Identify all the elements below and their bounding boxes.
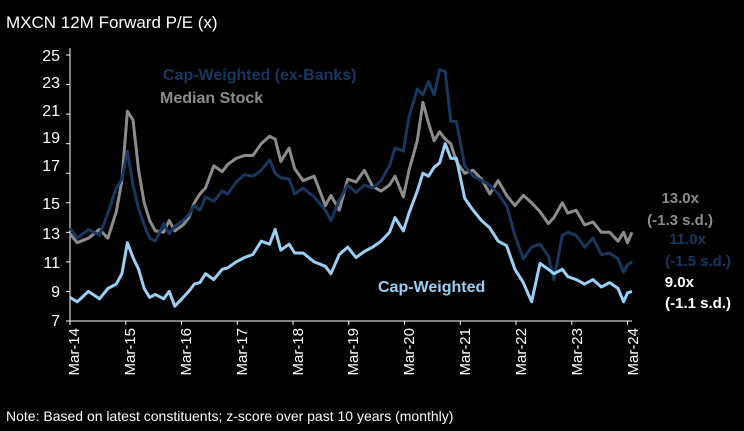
series-label-median-stock: Median Stock — [160, 90, 263, 107]
x-tick-label: Mar-18 — [290, 328, 307, 376]
x-tick-label: Mar-23 — [569, 328, 586, 376]
x-tick-label: Mar-14 — [66, 328, 83, 376]
x-tick-label: Mar-19 — [345, 328, 362, 376]
y-tick-label: 17 — [42, 158, 60, 175]
y-axis-tick-marks — [66, 54, 70, 322]
y-tick-label: 21 — [42, 103, 60, 120]
x-axis-ticks: Mar-14 Mar-15 Mar-16 Mar-17 Mar-18 Mar-1… — [66, 328, 642, 376]
annotation-median-zscore: (-1.3 s.d.) — [647, 212, 713, 229]
y-axis-ticks: 25 23 21 19 17 15 13 11 9 7 — [42, 48, 60, 330]
chart-title: MXCN 12M Forward P/E (x) — [6, 13, 218, 32]
series-label-cap-weighted: Cap-Weighted — [378, 279, 485, 296]
annotation-ex-banks-zscore: (-1.5 s.d.) — [665, 253, 731, 270]
y-tick-label: 11 — [43, 255, 60, 272]
annotation-cap-weighted-zscore: (-1.1 s.d.) — [665, 295, 731, 312]
y-tick-label: 23 — [42, 75, 60, 92]
x-tick-label: Mar-16 — [178, 328, 195, 376]
x-tick-label: Mar-17 — [234, 328, 251, 376]
x-axis-tick-marks — [69, 321, 629, 325]
footnote: Note: Based on latest constituents; z-sc… — [6, 408, 453, 424]
series-label-cap-weighted-ex-banks: Cap-Weighted (ex-Banks) — [163, 67, 357, 84]
y-tick-label: 7 — [51, 313, 60, 330]
y-tick-label: 15 — [42, 196, 60, 213]
y-tick-label: 25 — [42, 48, 60, 65]
x-tick-label: Mar-22 — [513, 328, 530, 376]
x-tick-label: Mar-15 — [122, 328, 139, 376]
series-line-median-stock — [68, 100, 634, 245]
y-tick-label: 19 — [42, 130, 60, 147]
y-tick-label: 13 — [42, 226, 60, 243]
x-tick-label: Mar-21 — [457, 328, 474, 376]
x-tick-label: Mar-24 — [625, 328, 642, 376]
annotation-cap-weighted-value: 9.0x — [665, 274, 695, 291]
series-line-cap-weighted-ex-banks — [68, 68, 633, 282]
y-tick-label: 9 — [51, 284, 60, 301]
annotation-median-value: 13.0x — [661, 190, 699, 207]
x-tick-label: Mar-20 — [401, 328, 418, 376]
series-line-cap-weighted — [69, 142, 633, 308]
annotation-ex-banks-value: 11.0x — [669, 231, 706, 248]
